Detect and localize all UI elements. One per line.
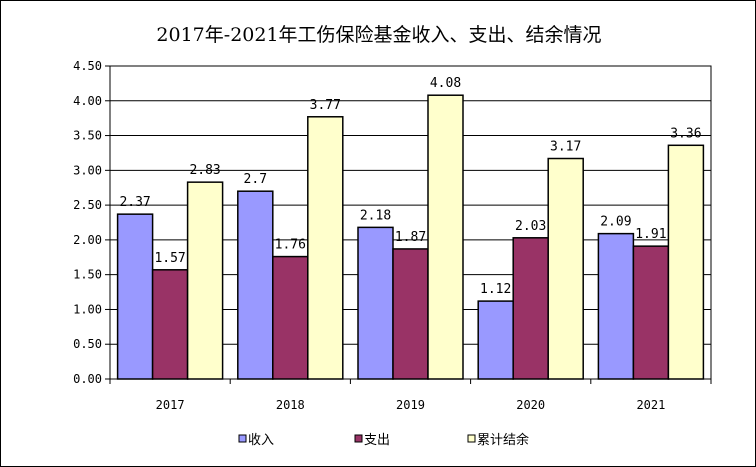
data-label: 2.18 — [360, 208, 391, 223]
data-label: 2.37 — [119, 195, 150, 210]
bar — [392, 248, 429, 380]
data-label: 2.83 — [189, 163, 220, 178]
plot-area: 0.00 0.50 1.00 1.50 2.00 2.50 3.00 3.50 4.00 4.50… — [73, 59, 712, 412]
data-label: 3.36 — [670, 126, 701, 141]
y-tick-label: 1.00 — [73, 302, 102, 316]
bar — [307, 116, 344, 380]
y-tick-label: 2.00 — [73, 233, 102, 247]
bar — [477, 300, 514, 380]
bar — [427, 94, 464, 380]
y-tick-label: 0.00 — [73, 372, 102, 386]
legend-swatch — [467, 434, 476, 443]
y-tick-label: 0.50 — [73, 337, 102, 351]
data-label: 2.03 — [515, 219, 546, 234]
data-label: 1.57 — [154, 251, 185, 266]
x-tick-label: 2017 — [156, 398, 185, 412]
y-tick-label: 4.00 — [73, 94, 102, 108]
x-tick-label: 2020 — [516, 398, 545, 412]
bar — [272, 255, 309, 380]
bar — [667, 144, 705, 380]
x-tick-label: 2019 — [396, 398, 425, 412]
x-tick-label: 2021 — [636, 398, 665, 412]
legend-swatch — [238, 434, 247, 443]
bar — [186, 181, 224, 380]
y-tick-label: 4.50 — [73, 59, 102, 73]
legend: 收入 支出 累计结余 — [238, 432, 529, 448]
bar — [632, 245, 670, 380]
y-tick-label: 2.50 — [73, 198, 102, 212]
y-tick-label: 1.50 — [73, 268, 102, 282]
data-label: 1.87 — [395, 230, 426, 245]
data-label: 1.76 — [275, 238, 306, 253]
data-label: 2.7 — [244, 172, 267, 187]
bar — [357, 226, 394, 380]
data-label: 3.77 — [310, 98, 341, 113]
data-label: 4.08 — [430, 76, 461, 91]
y-tick-label: 3.00 — [73, 163, 102, 177]
bar — [151, 269, 189, 380]
bar — [116, 213, 154, 380]
y-tick-label: 3.50 — [73, 129, 102, 143]
x-tick-label: 2018 — [276, 398, 305, 412]
bar — [237, 190, 274, 380]
bar — [547, 157, 584, 380]
data-label: 3.17 — [550, 140, 581, 155]
data-label: 1.91 — [635, 227, 666, 242]
legend-label: 累计结余 — [477, 432, 529, 448]
legend-label: 支出 — [364, 433, 390, 448]
legend-swatch — [354, 434, 363, 443]
bar — [597, 232, 635, 380]
data-label: 1.12 — [480, 282, 511, 297]
bar — [512, 237, 549, 380]
chart-title: 2017年-2021年工伤保险基金收入、支出、结余情况 — [156, 24, 601, 46]
legend-label: 收入 — [248, 433, 274, 448]
data-label: 2.09 — [600, 215, 631, 230]
